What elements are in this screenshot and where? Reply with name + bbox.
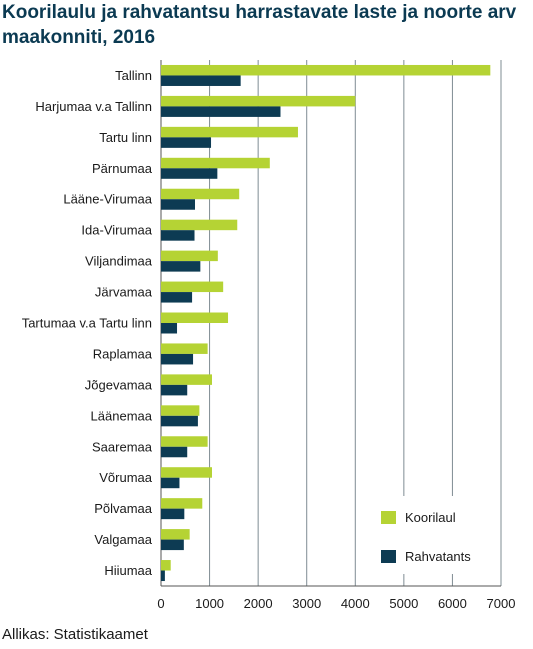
bar-koorilaul-5 <box>161 188 240 200</box>
source-note: Allikas: Statistikaamet <box>2 626 148 643</box>
bar-rahvatants-2 <box>161 106 281 117</box>
y-tick-label: Hiiumaa <box>104 563 152 578</box>
y-tick-label: Pärnumaa <box>92 161 153 176</box>
bar-koorilaul-9 <box>161 312 229 323</box>
bar-koorilaul-15 <box>161 498 203 509</box>
y-tick-label: Viljandimaa <box>85 254 153 269</box>
legend-swatch-koorilaul <box>381 511 396 524</box>
bar-koorilaul-17 <box>161 560 171 571</box>
bar-rahvatants-9 <box>161 323 178 334</box>
x-tick-label: 1000 <box>195 596 224 611</box>
y-tick-label: Raplamaa <box>93 346 153 361</box>
y-tick-label: Jõgevamaa <box>85 377 153 392</box>
bar-rahvatants-15 <box>161 508 185 520</box>
bar-koorilaul-10 <box>161 343 208 354</box>
chart-title: Koorilaulu ja rahvatantsu harrastavate l… <box>2 2 517 48</box>
bar-rahvatants-14 <box>161 477 180 489</box>
bar-rahvatants-16 <box>161 539 184 551</box>
legend-swatch-rahvatants <box>381 550 396 563</box>
y-tick-label: Põlvamaa <box>94 501 153 516</box>
y-tick-label: Võrumaa <box>99 470 153 485</box>
y-tick-label: Tartu linn <box>99 130 152 145</box>
bar-koorilaul-6 <box>161 219 238 231</box>
bar-koorilaul-16 <box>161 529 190 540</box>
bar-rahvatants-10 <box>161 353 194 365</box>
bar-koorilaul-14 <box>161 467 212 478</box>
bar-rahvatants-13 <box>161 446 188 458</box>
bar-rahvatants-1 <box>161 75 241 86</box>
legend-label-koorilaul: Koorilaul <box>405 510 456 525</box>
bar-koorilaul-11 <box>161 374 212 385</box>
bar-rahvatants-11 <box>161 384 188 396</box>
bar-rahvatants-5 <box>161 199 195 210</box>
y-tick-label: Saaremaa <box>92 439 153 454</box>
y-tick-label: Lääne-Virumaa <box>63 192 152 207</box>
bar-rahvatants-4 <box>161 168 218 179</box>
y-tick-label: Ida-Virumaa <box>81 223 152 238</box>
bar-koorilaul-3 <box>161 126 298 138</box>
x-tick-label: 2000 <box>244 596 273 611</box>
bar-rahvatants-12 <box>161 415 198 427</box>
y-tick-label: Tallinn <box>115 68 152 83</box>
bar-koorilaul-7 <box>161 250 218 262</box>
bar-koorilaul-1 <box>161 64 491 76</box>
x-tick-label: 0 <box>157 596 164 611</box>
legend-label-rahvatants: Rahvatants <box>405 549 471 564</box>
bar-koorilaul-4 <box>161 157 270 169</box>
bar-rahvatants-7 <box>161 261 201 272</box>
bar-rahvatants-6 <box>161 230 195 241</box>
x-tick-label: 3000 <box>292 596 321 611</box>
bar-rahvatants-8 <box>161 292 193 303</box>
x-tick-label: 6000 <box>438 596 467 611</box>
bar-koorilaul-2 <box>161 95 356 107</box>
bar-rahvatants-3 <box>161 137 212 148</box>
y-tick-label: Läänemaa <box>91 408 153 423</box>
bar-rahvatants-17 <box>161 570 165 582</box>
y-tick-label: Järvamaa <box>95 285 153 300</box>
x-tick-label: 7000 <box>487 596 516 611</box>
x-tick-label: 5000 <box>389 596 418 611</box>
y-tick-label: Harjumaa v.a Tallinn <box>35 99 152 114</box>
y-tick-label: Tartumaa v.a Tartu linn <box>22 316 152 331</box>
y-tick-label: Valgamaa <box>94 532 152 547</box>
bar-koorilaul-13 <box>161 436 208 447</box>
x-tick-label: 4000 <box>341 596 370 611</box>
bar-koorilaul-8 <box>161 281 224 293</box>
bar-koorilaul-12 <box>161 405 200 416</box>
